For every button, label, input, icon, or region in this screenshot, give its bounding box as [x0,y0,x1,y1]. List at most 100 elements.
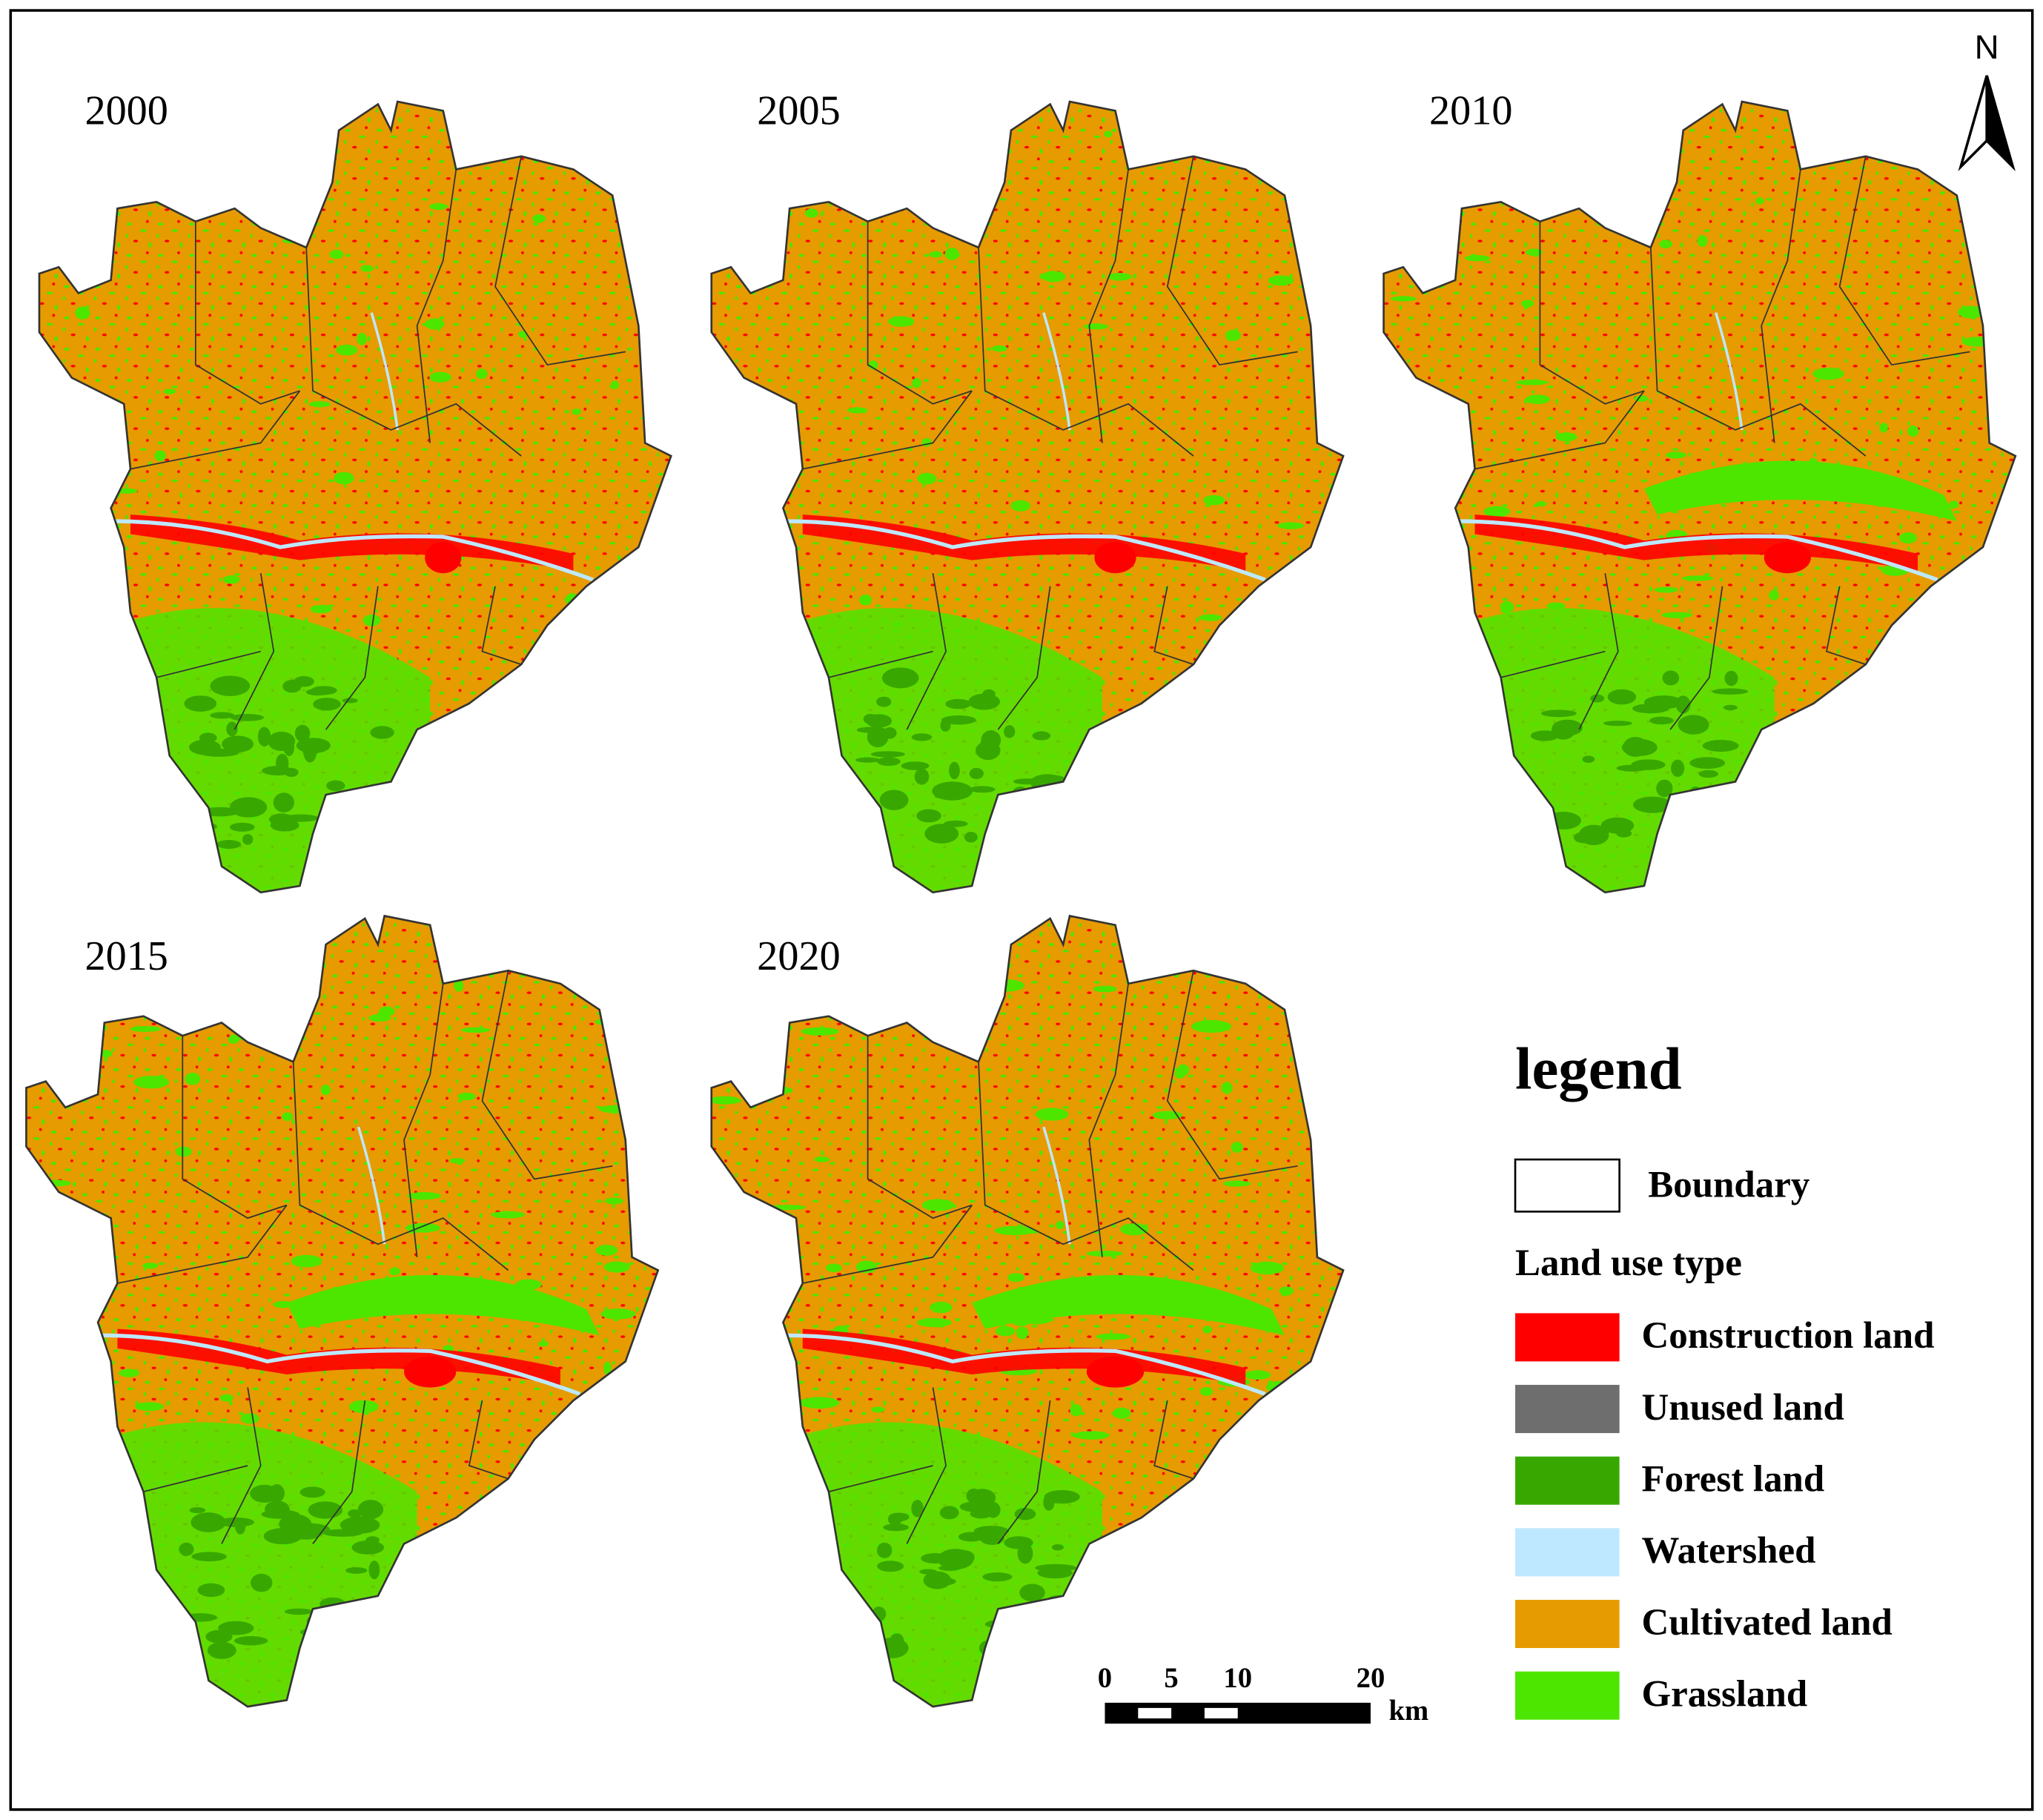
forest-patch [348,1509,362,1518]
forest-patch [1662,670,1680,686]
forest-patch [934,792,969,800]
construction-band [1474,514,1918,571]
grass-band [286,1274,600,1336]
grass-patch [460,1027,491,1033]
year-label: 2005 [757,88,840,134]
grass-patch [532,214,546,223]
forest-patch [984,1619,1023,1629]
grass-patch [1237,955,1255,964]
tributary [357,1126,386,1245]
grass-patch [759,979,796,985]
legend-swatch [1515,1528,1620,1577]
forest-patch [1590,694,1605,703]
tributary [1714,312,1744,431]
forest-patch [968,693,1001,710]
grass-patch [1253,965,1283,973]
grass-patch [1221,1082,1233,1094]
forest-patch [1702,740,1739,752]
forest-patch [1632,704,1669,714]
grass-patch [572,408,581,415]
forest-patch [940,719,951,732]
grass-patch [917,472,937,485]
grass-patch [1850,139,1871,147]
forest-patch [230,713,265,721]
town [1764,542,1811,574]
forest-patch [1678,715,1709,735]
scale-tick-label: 20 [1357,1663,1385,1694]
forest-patch [1689,757,1726,770]
forest-patch [876,696,892,707]
construction-band [117,1328,560,1386]
year-label: 2020 [757,933,840,979]
legend-group-title: Land use type [1515,1242,1742,1284]
grass-patch [1961,337,1994,347]
north-arrow: N [1958,28,2016,171]
forest-patch [1004,1536,1033,1549]
grass-patch [888,316,915,327]
inner-boundaries [130,156,626,730]
boundary-swatch [1514,1158,1620,1213]
forest-patch [368,1561,380,1580]
forest-patch [866,714,893,728]
forest-patch [222,735,254,753]
forest-patch [1607,689,1637,705]
legend-label: Grassland [1641,1673,1807,1715]
forest-patch [969,767,984,780]
tributary [1042,312,1071,431]
grass-patch [1244,1370,1271,1380]
forest-patch [916,809,941,823]
grass-patch [1654,586,1679,593]
grass-patch [242,138,251,150]
forest-patch [1631,759,1666,770]
scale-tick-label: 0 [1098,1663,1112,1694]
forest-patch [204,823,217,830]
town [425,542,462,574]
grass-patch [69,1322,97,1328]
grass-patch [491,1211,526,1219]
grass-patch [1007,1273,1024,1283]
grass-patch [308,401,331,408]
grass-patch [1191,1019,1232,1033]
grass-patch [1593,133,1609,146]
map-panel [25,915,660,1708]
grass-patch [1957,305,1984,319]
forest-patch [299,1486,325,1498]
grass-patch [1769,590,1779,600]
grass-patch [1525,394,1551,405]
forest-patch [1675,695,1691,714]
grass-patch [1070,1404,1082,1417]
grass-patch [61,1242,96,1251]
forest-patch [1578,824,1609,846]
grass-patch [79,1337,98,1348]
forest-patch [257,727,271,747]
grass-patch [1643,157,1655,170]
grass-patch [299,162,322,173]
grass-patch [1198,614,1222,621]
grass-patch [228,1034,239,1044]
grass-patch [595,1018,620,1025]
grass-patch [101,1050,113,1058]
grass-patch [1500,600,1514,614]
forest-patch [1582,755,1595,763]
grass-patch [185,1072,201,1085]
town [1086,1356,1145,1388]
grass-patch [735,517,764,523]
forest-patch [949,761,960,780]
forest-patch [1004,725,1016,738]
grass-patch [37,953,58,965]
forest-patch [1043,1494,1055,1511]
forest-patch [282,814,319,822]
grass-patch [893,621,901,628]
year-label: 2000 [85,88,168,134]
forest-patch [357,1500,384,1520]
grass-patch [135,1402,165,1412]
grass-patch [429,203,448,211]
grass-patch [1515,380,1549,385]
forest-patch [279,1514,312,1535]
forest-patch [352,1615,368,1624]
grass-patch [1132,133,1143,142]
grass-patch [1546,602,1566,609]
grass-patch [804,208,818,218]
forest-patch [205,1629,233,1644]
